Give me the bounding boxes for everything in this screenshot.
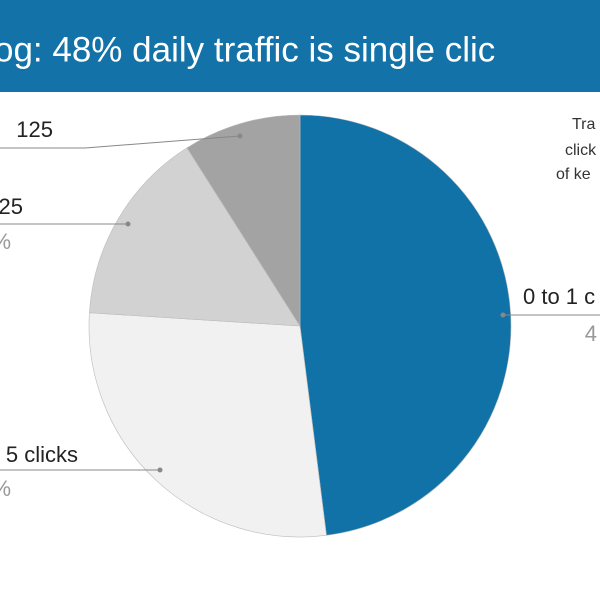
slice-label: 25 xyxy=(0,194,23,219)
slice-percent: 4 xyxy=(585,321,597,346)
pie-slice xyxy=(89,147,301,327)
pie-slice xyxy=(186,114,301,328)
leader-dot xyxy=(125,221,131,227)
pie-slice xyxy=(299,114,512,536)
leader-dot xyxy=(237,133,243,139)
header-band xyxy=(0,0,600,92)
annotation: Tra xyxy=(572,116,596,133)
slice-percent: % xyxy=(0,229,11,254)
leader-dot xyxy=(500,312,506,318)
annotation: click xyxy=(565,142,597,159)
slice-label: 125 xyxy=(16,117,53,142)
leader-line xyxy=(0,135,241,149)
annotation: of ke xyxy=(556,166,591,183)
pie-slice xyxy=(88,312,327,538)
slice-label: 5 clicks xyxy=(6,442,78,467)
slice-label: 0 to 1 c xyxy=(523,284,595,309)
leader-dot xyxy=(157,467,163,473)
chart-title: og: 48% daily traffic is single clic xyxy=(0,30,495,69)
slice-percent: % xyxy=(0,476,11,501)
